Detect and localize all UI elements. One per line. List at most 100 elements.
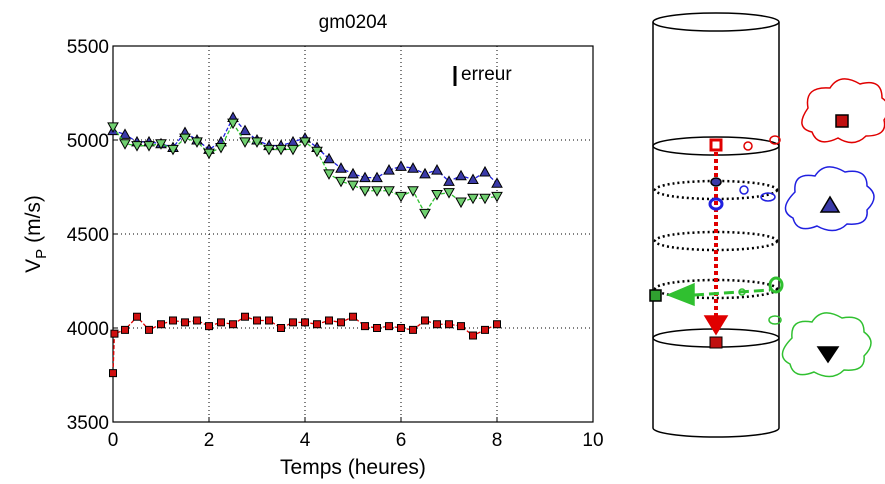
error-legend-text: erreur	[461, 64, 512, 85]
x-tick-label: 2	[204, 430, 215, 451]
marker	[157, 320, 165, 329]
marker	[335, 162, 347, 173]
marker	[217, 318, 225, 327]
plot: 0 2 4 6 8 10 3500 4000 4500 5000 5500	[67, 37, 604, 451]
chart-title: gm0204	[319, 12, 388, 33]
marker	[323, 152, 335, 164]
marker	[421, 316, 429, 325]
y-label-main: V	[22, 259, 45, 273]
marker	[395, 160, 407, 171]
x-tick-label: 8	[492, 430, 503, 451]
marker	[419, 167, 431, 179]
marker	[481, 325, 489, 334]
marker	[131, 141, 143, 152]
marker	[191, 137, 203, 148]
marker	[301, 318, 309, 327]
marker	[385, 322, 393, 331]
marker	[253, 316, 261, 325]
marker	[239, 137, 251, 148]
marker	[205, 322, 213, 331]
marker	[479, 193, 491, 205]
marker	[359, 171, 371, 183]
y-tick-label: 4000	[67, 319, 109, 340]
plot-frame	[112, 45, 594, 423]
marker	[455, 197, 467, 209]
marker	[143, 141, 155, 152]
series-line	[112, 315, 498, 374]
y-tick-label: 5500	[67, 37, 109, 58]
marker	[337, 318, 345, 327]
x-tick-label: 6	[396, 430, 407, 451]
marker	[323, 169, 335, 180]
marker	[119, 128, 131, 139]
marker	[397, 324, 405, 332]
marker	[479, 165, 491, 177]
marker	[169, 316, 177, 325]
marker	[110, 329, 119, 338]
y-tick-label: 5000	[67, 131, 109, 152]
marker	[443, 175, 455, 186]
marker	[229, 320, 237, 329]
marker	[121, 325, 129, 334]
marker	[467, 173, 479, 184]
marker	[335, 176, 347, 188]
marker	[287, 144, 299, 156]
y-label-sub: P	[33, 249, 50, 259]
marker	[431, 164, 443, 175]
marker	[251, 137, 263, 148]
y-tick-label: 3500	[67, 413, 109, 434]
marker	[445, 320, 453, 329]
cylinder-diagram	[649, 12, 784, 438]
marker	[407, 186, 419, 197]
x-tick-label: 10	[582, 430, 603, 451]
marker	[299, 137, 311, 148]
marker	[371, 171, 383, 183]
y-axis-label: VP (m/s)	[22, 195, 50, 273]
marker	[419, 208, 431, 220]
marker	[467, 193, 479, 205]
marker	[443, 188, 455, 199]
marker	[493, 320, 501, 329]
marker	[275, 144, 287, 156]
marker	[193, 316, 201, 325]
marker	[433, 320, 441, 329]
y-tick-label: 4500	[67, 225, 109, 246]
marker	[491, 191, 503, 203]
marker	[313, 320, 321, 329]
marker	[347, 167, 359, 179]
marker	[469, 331, 477, 340]
marker	[215, 143, 227, 154]
marker	[241, 312, 249, 321]
marker	[277, 324, 285, 332]
marker	[133, 312, 141, 321]
marker	[289, 318, 297, 327]
marker	[119, 139, 131, 150]
marker	[371, 186, 383, 197]
marker	[431, 190, 443, 201]
marker	[407, 162, 419, 173]
marker	[167, 144, 179, 156]
x-axis-label: Temps (heures)	[280, 456, 426, 479]
x-tick-label: 4	[300, 430, 311, 451]
marker	[145, 325, 153, 334]
marker	[263, 144, 275, 156]
marker	[491, 177, 503, 188]
marker	[107, 122, 119, 133]
y-label-unit: (m/s)	[22, 195, 45, 243]
marker	[325, 316, 333, 325]
marker	[347, 180, 359, 192]
marker	[457, 322, 465, 331]
marker	[203, 148, 215, 160]
marker	[155, 139, 167, 150]
marker	[383, 164, 395, 175]
marker	[361, 322, 369, 331]
marker	[395, 191, 407, 203]
marker	[383, 186, 395, 197]
x-tick-label: 0	[108, 430, 119, 451]
marker	[179, 133, 191, 145]
marker	[227, 118, 239, 130]
marker	[265, 316, 273, 325]
marker	[455, 169, 467, 181]
marker	[359, 186, 371, 197]
marker	[109, 369, 117, 378]
